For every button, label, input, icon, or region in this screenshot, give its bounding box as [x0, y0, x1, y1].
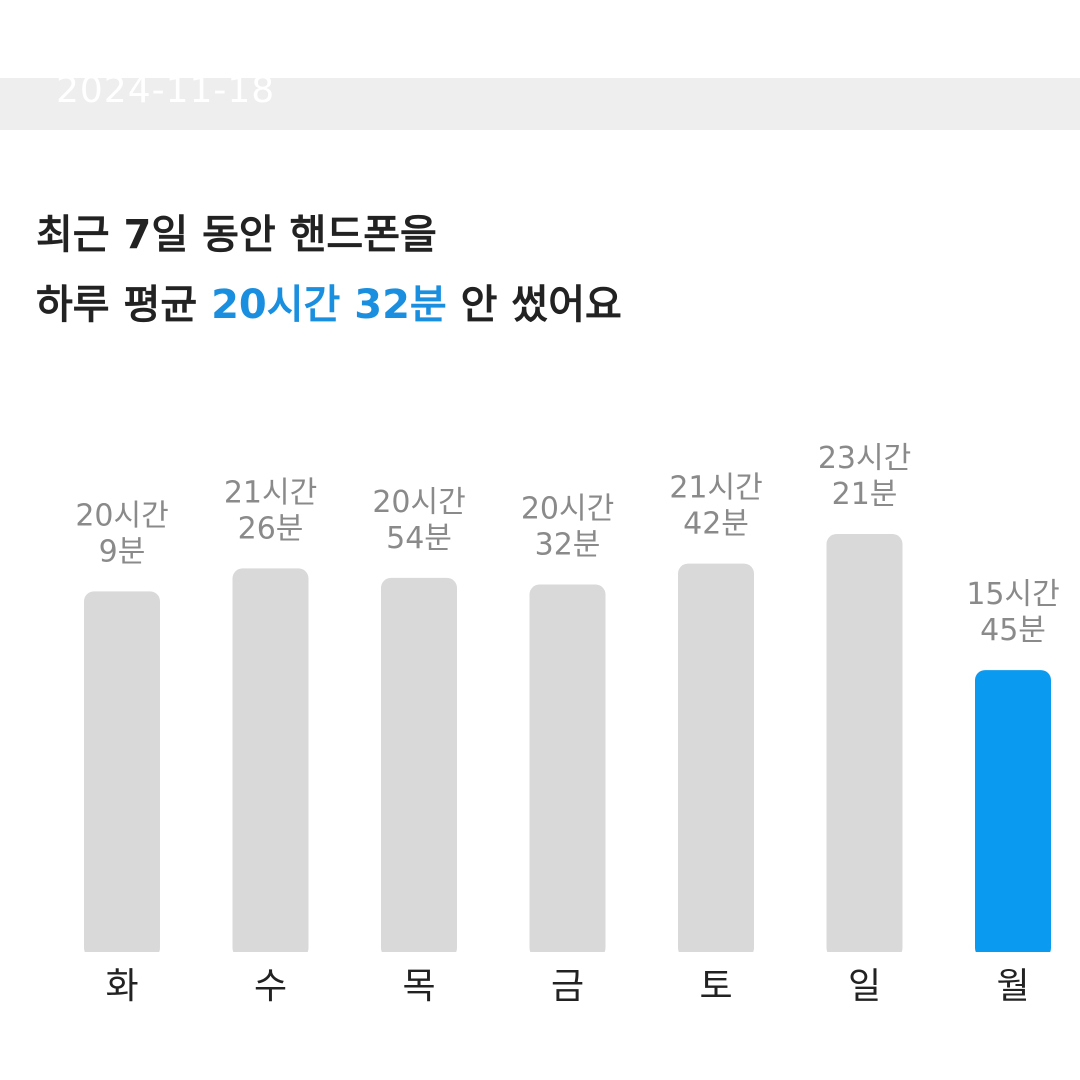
value-label-4-0: 21시간	[669, 471, 762, 506]
bar-4	[678, 563, 754, 958]
bar-base-mask-0	[83, 952, 161, 960]
value-label-1-0: 21시간	[224, 475, 317, 510]
bar-1	[232, 568, 309, 958]
bar-base-mask-5	[825, 952, 904, 960]
value-label-5-1: 21분	[832, 477, 898, 512]
value-label-3-1: 32분	[535, 528, 601, 563]
bar-5	[826, 534, 903, 958]
headline-line-2: 하루 평균 20시간 32분 안 썼어요	[36, 270, 1036, 340]
value-label-0-1: 9분	[99, 534, 146, 569]
value-label-1-1: 26분	[238, 511, 304, 546]
category-label-6: 월	[996, 966, 1029, 1007]
date-bar: 2024-11-18	[0, 78, 1080, 130]
value-label-2-0: 20시간	[372, 485, 465, 520]
bar-6	[975, 670, 1051, 958]
value-label-2-1: 54분	[386, 521, 452, 556]
headline-prefix: 하루 평균	[36, 282, 198, 328]
bar-base-mask-1	[231, 952, 310, 960]
value-label-3-0: 20시간	[521, 492, 614, 527]
bar-3	[529, 584, 606, 958]
value-label-5-0: 23시간	[818, 441, 911, 476]
summary-headline: 최근 7일 동안 핸드폰을 하루 평균 20시간 32분 안 썼어요	[36, 200, 1036, 340]
value-label-6-0: 15시간	[966, 577, 1059, 612]
bar-base-mask-4	[677, 952, 755, 960]
category-label-3: 금	[551, 966, 584, 1007]
headline-suffix: 안 썼어요	[460, 282, 622, 328]
bar-0	[84, 591, 160, 958]
bar-base-mask-6	[974, 952, 1052, 960]
headline-average-time: 20시간 32분	[211, 282, 447, 328]
bar-2	[381, 577, 457, 958]
value-label-0-0: 20시간	[75, 498, 168, 533]
category-label-1: 수	[254, 966, 287, 1007]
category-label-4: 토	[699, 966, 732, 1007]
category-label-0: 화	[105, 966, 138, 1007]
date-text: 2024-11-18	[56, 78, 276, 111]
bar-base-mask-3	[528, 952, 607, 960]
value-label-4-1: 42분	[683, 507, 749, 542]
category-label-5: 일	[848, 966, 881, 1007]
value-label-6-1: 45분	[980, 613, 1046, 648]
category-label-2: 목	[402, 966, 435, 1007]
headline-line-1: 최근 7일 동안 핸드폰을	[36, 212, 437, 258]
bar-base-mask-2	[380, 952, 458, 960]
